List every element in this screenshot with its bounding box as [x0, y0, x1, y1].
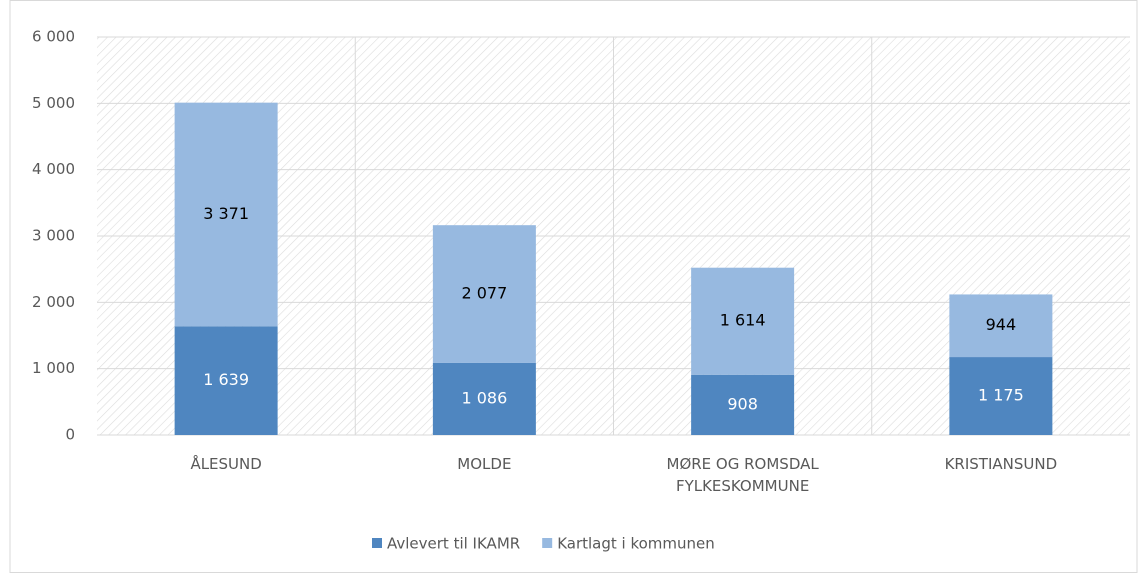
y-tick-label: 5 000 — [32, 94, 75, 112]
bar-segment — [949, 294, 1053, 358]
y-tick-label: 6 000 — [32, 28, 75, 46]
bar-segment — [949, 357, 1053, 435]
data-label: 1 086 — [461, 388, 507, 407]
data-label: 2 077 — [461, 284, 507, 303]
x-tick-label: MOLDE — [457, 455, 512, 473]
bar-segment — [174, 102, 278, 327]
y-tick-label: 0 — [65, 426, 75, 444]
bar-segment — [432, 225, 536, 363]
legend-swatch — [372, 538, 382, 548]
data-label: 944 — [986, 315, 1017, 334]
x-tick-label: MØRE OG ROMSDAL FYLKESKOMMUNE — [666, 455, 819, 495]
data-label: 908 — [727, 394, 758, 413]
legend-label: Kartlagt i kommunen — [557, 535, 715, 553]
legend-label: Avlevert til IKAMR — [387, 535, 520, 553]
y-tick-label: 2 000 — [32, 293, 75, 311]
x-tick-label: ÅLESUND — [190, 455, 262, 473]
data-label: 3 371 — [203, 204, 249, 223]
bar-segment — [691, 374, 795, 435]
bar-segment — [691, 267, 795, 375]
x-tick-label: KRISTIANSUND — [944, 455, 1058, 473]
y-tick-label: 1 000 — [32, 359, 75, 377]
y-tick-label: 4 000 — [32, 160, 75, 178]
legend-swatch — [542, 538, 553, 548]
data-label: 1 614 — [720, 311, 766, 330]
bar-segment — [432, 362, 536, 435]
bar-segment — [174, 326, 278, 435]
y-tick-label: 3 000 — [32, 227, 75, 245]
data-label: 1 639 — [203, 370, 249, 389]
data-label: 1 175 — [978, 386, 1024, 405]
